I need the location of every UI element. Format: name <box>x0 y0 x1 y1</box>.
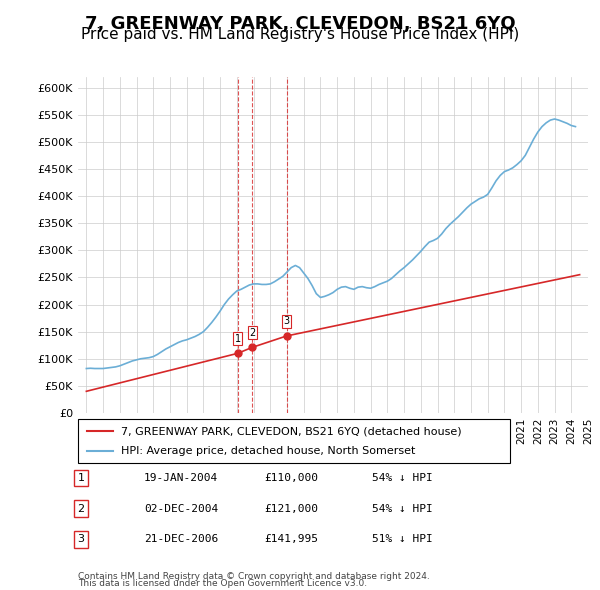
Text: 51% ↓ HPI: 51% ↓ HPI <box>372 535 433 544</box>
Text: 54% ↓ HPI: 54% ↓ HPI <box>372 504 433 513</box>
Text: 1: 1 <box>235 333 241 343</box>
Text: 2: 2 <box>249 327 256 337</box>
Text: 02-DEC-2004: 02-DEC-2004 <box>144 504 218 513</box>
Text: £141,995: £141,995 <box>264 535 318 544</box>
Text: 7, GREENWAY PARK, CLEVEDON, BS21 6YQ (detached house): 7, GREENWAY PARK, CLEVEDON, BS21 6YQ (de… <box>121 427 462 436</box>
Text: 3: 3 <box>77 535 85 544</box>
Text: HPI: Average price, detached house, North Somerset: HPI: Average price, detached house, Nort… <box>121 446 416 455</box>
Text: Price paid vs. HM Land Registry's House Price Index (HPI): Price paid vs. HM Land Registry's House … <box>81 27 519 41</box>
Text: 54% ↓ HPI: 54% ↓ HPI <box>372 473 433 483</box>
Text: 19-JAN-2004: 19-JAN-2004 <box>144 473 218 483</box>
Text: £110,000: £110,000 <box>264 473 318 483</box>
Text: 7, GREENWAY PARK, CLEVEDON, BS21 6YQ: 7, GREENWAY PARK, CLEVEDON, BS21 6YQ <box>85 15 515 33</box>
Text: £121,000: £121,000 <box>264 504 318 513</box>
Text: 2: 2 <box>77 504 85 513</box>
Text: 3: 3 <box>283 316 290 326</box>
Text: This data is licensed under the Open Government Licence v3.0.: This data is licensed under the Open Gov… <box>78 579 367 588</box>
FancyBboxPatch shape <box>78 419 510 463</box>
Text: Contains HM Land Registry data © Crown copyright and database right 2024.: Contains HM Land Registry data © Crown c… <box>78 572 430 581</box>
Text: 1: 1 <box>77 473 85 483</box>
Text: 21-DEC-2006: 21-DEC-2006 <box>144 535 218 544</box>
